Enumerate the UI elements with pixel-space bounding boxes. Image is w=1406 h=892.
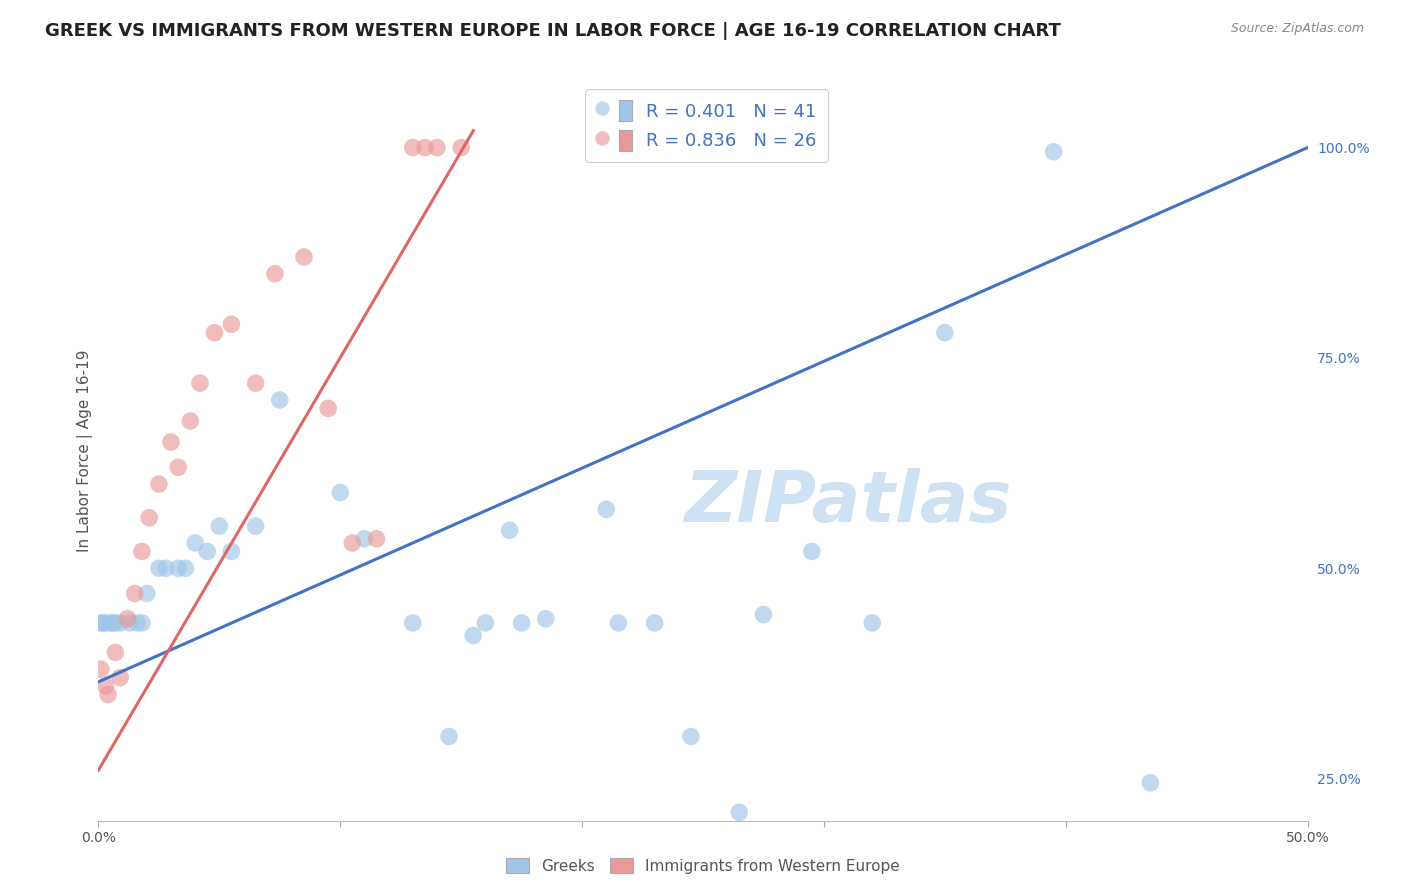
Text: ZIPatlas: ZIPatlas [685, 467, 1012, 537]
Point [160, 435, 183, 450]
Point [595, 502, 617, 516]
Point [179, 414, 201, 428]
Point [1139, 776, 1161, 790]
Y-axis label: In Labor Force | Age 16-19: In Labor Force | Age 16-19 [77, 349, 93, 552]
Point [108, 671, 131, 685]
Point [607, 615, 630, 630]
Point [402, 615, 425, 630]
Point [118, 615, 141, 630]
Point [534, 612, 557, 626]
Point [135, 586, 157, 600]
Point [342, 536, 364, 550]
Point [402, 140, 425, 154]
Point [131, 615, 153, 630]
Text: GREEK VS IMMIGRANTS FROM WESTERN EUROPE IN LABOR FORCE | AGE 16-19 CORRELATION C: GREEK VS IMMIGRANTS FROM WESTERN EUROPE … [45, 22, 1062, 40]
Point [184, 536, 207, 550]
Point [97, 688, 120, 702]
Point [245, 519, 267, 533]
Point [167, 561, 190, 575]
Point [90, 662, 112, 676]
Point [269, 392, 291, 407]
Point [124, 586, 146, 600]
Point [245, 376, 267, 391]
Point [104, 645, 127, 659]
Legend: Greeks, Immigrants from Western Europe: Greeks, Immigrants from Western Europe [501, 852, 905, 880]
Point [94, 615, 117, 630]
Point [316, 401, 339, 416]
Point [91, 615, 114, 630]
Point [264, 267, 287, 281]
Point [450, 140, 472, 154]
Point [195, 544, 218, 558]
Point [188, 376, 211, 391]
Point [208, 519, 231, 533]
Point [101, 615, 124, 630]
Point [148, 561, 170, 575]
Legend: R = 0.401   N = 41, R = 0.836   N = 26: R = 0.401 N = 41, R = 0.836 N = 26 [585, 89, 828, 161]
Point [679, 730, 702, 744]
Point [167, 460, 190, 475]
Point [104, 615, 127, 630]
Point [127, 615, 149, 630]
Point [510, 615, 533, 630]
Point [131, 544, 153, 558]
Point [437, 730, 460, 744]
Point [221, 318, 243, 332]
Point [138, 510, 160, 524]
Point [498, 524, 520, 538]
Point [108, 615, 131, 630]
Point [100, 615, 122, 630]
Point [644, 615, 666, 630]
Point [413, 140, 436, 154]
Point [366, 532, 388, 546]
Point [752, 607, 775, 622]
Point [934, 326, 956, 340]
Point [174, 561, 197, 575]
Point [728, 805, 751, 820]
Point [1042, 145, 1064, 159]
Point [204, 326, 226, 340]
Point [329, 485, 352, 500]
Point [474, 615, 496, 630]
Point [221, 544, 243, 558]
Point [353, 532, 375, 546]
Point [860, 615, 883, 630]
Point [463, 629, 485, 643]
Point [94, 679, 117, 693]
Point [292, 250, 315, 264]
Point [117, 612, 139, 626]
Point [426, 140, 449, 154]
Point [800, 544, 823, 558]
Point [155, 561, 177, 575]
Point [90, 615, 112, 630]
Text: Source: ZipAtlas.com: Source: ZipAtlas.com [1230, 22, 1364, 36]
Point [148, 477, 170, 491]
